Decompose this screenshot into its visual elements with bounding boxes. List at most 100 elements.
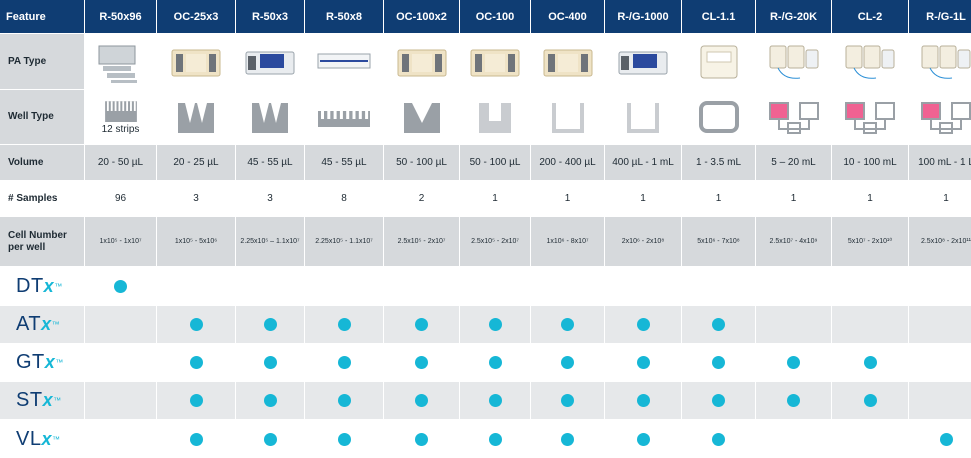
brand-suffix: x — [44, 352, 56, 372]
compatibility-cell — [460, 420, 530, 458]
volume-value: 45 - 55 µL — [305, 145, 383, 180]
header-column-label: CL-1.1 — [701, 10, 736, 23]
volume-text: 200 - 400 µL — [539, 157, 596, 168]
samples-text: 3 — [193, 193, 199, 204]
volume-text: 100 mL - 1 L — [918, 157, 971, 168]
volume-value: 400 µL - 1 mL — [605, 145, 681, 180]
samples-value: 1 — [909, 181, 971, 216]
cell-number-value: 1x10⁵ - 1x10⁷ — [85, 217, 156, 266]
cell-number-label: Cell Number per well — [8, 229, 67, 253]
header-column: R-/G-1L — [909, 0, 971, 33]
header-column-label: R-/G-20K — [769, 10, 818, 23]
compatibility-cell — [531, 306, 604, 343]
cell-number-text: 2.5x10⁸ - 2x10¹¹ — [920, 237, 971, 245]
cell-number-value: 2x10⁶ - 2x10⁸ — [605, 217, 681, 266]
compatibility-cell — [682, 344, 755, 381]
brand-trademark: ™ — [54, 281, 63, 291]
cell-number-text: 2.5x10⁷ - 4x10⁹ — [769, 237, 818, 245]
brand-trademark: ™ — [53, 396, 62, 405]
product-brand-st: ST x ™ — [0, 382, 84, 419]
brand-trademark: ™ — [51, 320, 61, 329]
compatibility-cell — [531, 267, 604, 305]
header-column-label: OC-400 — [548, 10, 587, 23]
compatible-dot-icon — [189, 394, 203, 407]
compatibility-cell — [305, 420, 383, 458]
compatibility-cell — [460, 344, 530, 381]
samples-text: 1 — [867, 193, 873, 204]
compatible-dot-icon — [712, 318, 725, 331]
compatibility-cell — [157, 306, 235, 343]
compatibility-cell — [605, 420, 681, 458]
cell-number-text: 5x10⁶ - 7x10⁸ — [697, 237, 740, 245]
compatibility-cell — [384, 344, 459, 381]
blue-cassette-image — [605, 34, 681, 89]
brand-name: DT — [16, 274, 44, 297]
compatibility-cell — [85, 420, 156, 458]
bag-set-image — [832, 34, 908, 89]
samples-text: 1 — [564, 193, 571, 204]
well-type-label: Well Type — [8, 111, 54, 122]
header-feature: Feature — [0, 0, 84, 33]
brand-name: VL — [16, 427, 42, 450]
compatible-dot-icon — [712, 356, 725, 369]
product-brand-vl: VL x ™ — [0, 420, 84, 458]
compatible-dot-icon — [561, 432, 574, 446]
compatible-dot-icon — [415, 432, 428, 446]
compatible-dot-icon — [415, 394, 428, 407]
compatibility-cell — [909, 344, 971, 381]
header-column-label: R-50x8 — [325, 10, 363, 23]
compatible-dot-icon — [415, 356, 428, 369]
cell-number-text: 2.5x10⁵ - 2x10⁷ — [397, 237, 446, 245]
compatible-dot-icon — [488, 394, 502, 407]
row-label-cell-number: Cell Number per well — [0, 217, 84, 266]
header-column: OC-100 — [460, 0, 530, 33]
compatibility-cell — [909, 420, 971, 458]
cell-number-value: 1x10⁶ - 8x10⁷ — [531, 217, 604, 266]
compatibility-cell — [909, 306, 971, 343]
compatibility-cell — [832, 267, 908, 305]
compatible-dot-icon — [189, 356, 203, 369]
bag-set-image — [909, 34, 971, 89]
cassette-image — [384, 34, 459, 89]
well-type-shape — [909, 90, 971, 144]
volume-value: 20 - 50 µL — [85, 145, 156, 180]
header-column-label: OC-25x3 — [173, 10, 219, 23]
cell-number-text: 1x10⁶ - 8x10⁷ — [546, 237, 589, 245]
cell-number-value: 1x10⁵ - 5x10⁶ — [157, 217, 235, 266]
cassette-image — [460, 34, 530, 89]
cell-number-text: 5x10⁷ - 2x10¹⁰ — [847, 237, 893, 245]
volume-value: 20 - 25 µL — [157, 145, 235, 180]
compatibility-cell — [85, 344, 156, 381]
volume-text: 400 µL - 1 mL — [612, 157, 674, 168]
samples-text: 1 — [715, 193, 722, 204]
header-column: OC-100x2 — [384, 0, 459, 33]
samples-text: 1 — [492, 193, 498, 204]
compatibility-cell — [832, 344, 908, 381]
well-type-caption: 12 strips — [101, 123, 140, 135]
compatibility-cell — [832, 306, 908, 343]
cell-number-text: 1x10⁵ - 1x10⁷ — [99, 237, 142, 245]
compatible-dot-icon — [636, 394, 650, 407]
cell-number-text: 1x10⁵ - 5x10⁶ — [174, 237, 218, 245]
tray-image — [305, 34, 383, 89]
samples-text: 1 — [640, 193, 646, 204]
compatibility-cell — [157, 267, 235, 305]
compatibility-cell — [605, 344, 681, 381]
compatibility-cell — [682, 267, 755, 305]
compatible-dot-icon — [561, 394, 574, 407]
compatibility-cell — [832, 420, 908, 458]
compatibility-cell — [756, 267, 831, 305]
compatibility-cell — [305, 344, 383, 381]
compatibility-cell — [756, 344, 831, 381]
samples-value: 3 — [157, 181, 235, 216]
samples-value: 3 — [236, 181, 304, 216]
compatible-dot-icon — [337, 432, 351, 446]
well-type-shape: 12 strips — [85, 90, 156, 144]
compatibility-cell — [832, 382, 908, 419]
compatibility-cell — [756, 382, 831, 419]
well-type-shape — [384, 90, 459, 144]
compatibility-cell — [531, 344, 604, 381]
well-type-shape — [460, 90, 530, 144]
bag-set-image — [756, 34, 831, 89]
cassette-image — [157, 34, 235, 89]
